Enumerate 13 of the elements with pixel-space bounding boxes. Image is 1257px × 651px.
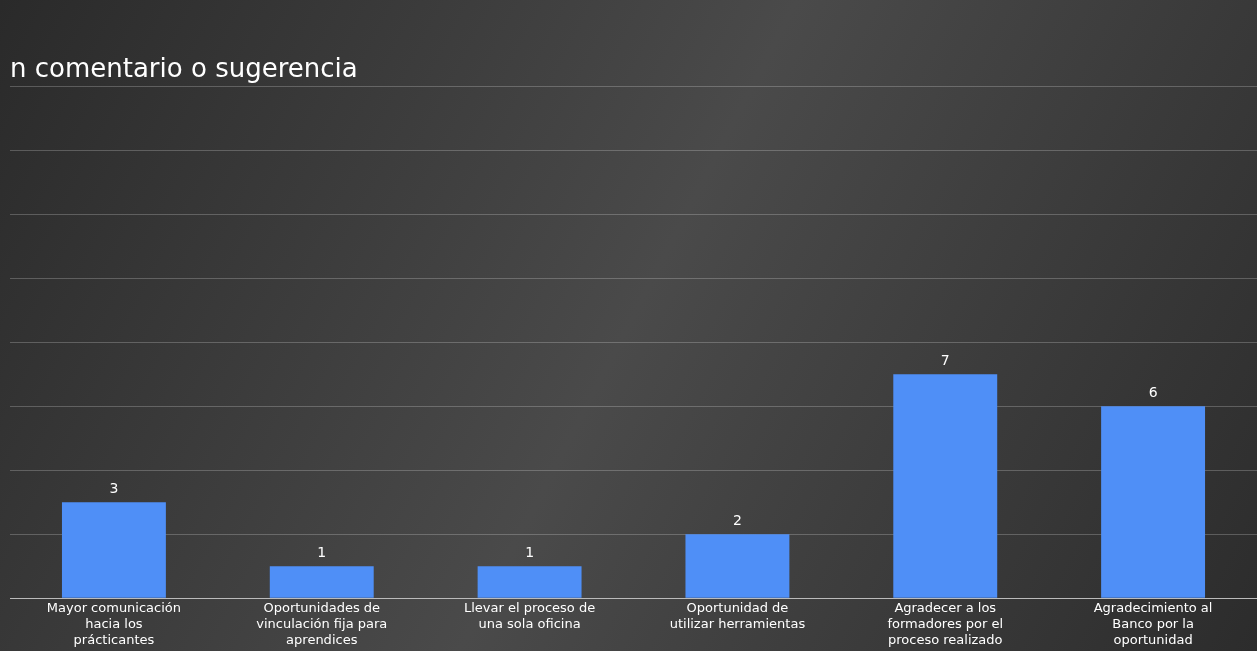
x-tick-label: Agradecimiento al Banco por la oportunidad <box>1093 600 1213 647</box>
x-tick-label: Oportunidad de utilizar herramientas <box>669 600 806 631</box>
data-label: 7 <box>940 351 950 368</box>
x-tick-label: Llevar el proceso de una sola oficina <box>463 600 596 631</box>
chart-title: n comentario o sugerencia <box>10 53 358 84</box>
x-tick-label: Oportunidades de vinculación fija para aprendices <box>256 600 388 647</box>
data-label: 6 <box>1148 383 1158 400</box>
data-label: 1 <box>525 543 535 560</box>
data-label: 3 <box>109 479 119 496</box>
data-label: 1 <box>317 543 327 560</box>
x-tick-label: Agradecer a los formadores por el proceso realizado <box>887 600 1004 647</box>
data-label: 2 <box>732 511 742 528</box>
x-tick-label: Mayor comunicación hacia los prácticantes <box>46 600 182 647</box>
